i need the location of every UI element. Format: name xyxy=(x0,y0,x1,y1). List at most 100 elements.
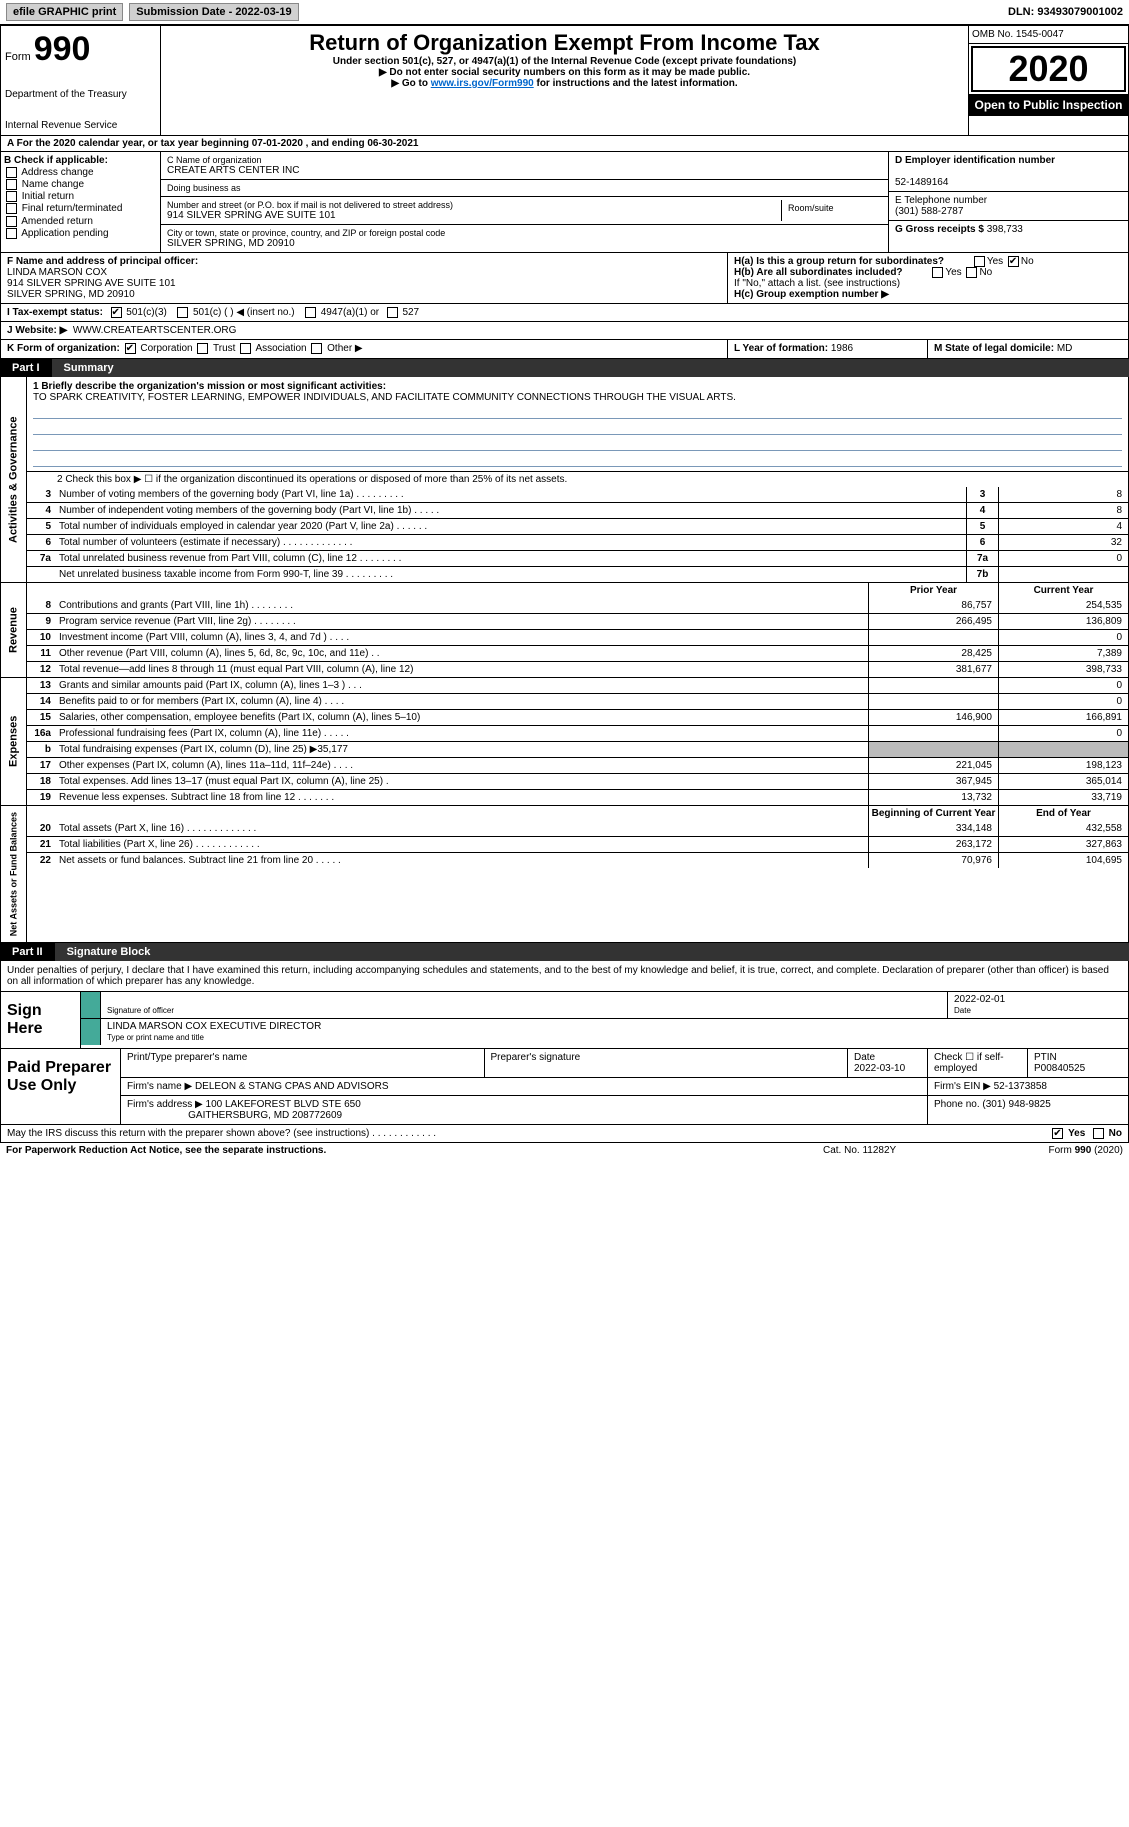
form-number: 990 xyxy=(34,30,91,68)
chk-trust[interactable] xyxy=(197,343,208,354)
goto-note: ▶ Go to www.irs.gov/Form990 for instruct… xyxy=(165,78,964,89)
officer-name: LINDA MARSON COX xyxy=(7,267,107,278)
gross-receipts: 398,733 xyxy=(987,224,1023,235)
summary-line: 14Benefits paid to or for members (Part … xyxy=(27,693,1128,709)
signature-block: Under penalties of perjury, I declare th… xyxy=(0,961,1129,1125)
summary-line: 9Program service revenue (Part VIII, lin… xyxy=(27,613,1128,629)
discuss-row: May the IRS discuss this return with the… xyxy=(0,1125,1129,1143)
summary-line: 11Other revenue (Part VIII, column (A), … xyxy=(27,645,1128,661)
summary-line: 4Number of independent voting members of… xyxy=(27,502,1128,518)
discuss-no[interactable] xyxy=(1093,1128,1104,1139)
dept-irs: Internal Revenue Service xyxy=(5,120,156,131)
summary-line: 3Number of voting members of the governi… xyxy=(27,487,1128,502)
summary-section: Activities & Governance 1 Briefly descri… xyxy=(0,377,1129,583)
summary-line: 17Other expenses (Part IX, column (A), l… xyxy=(27,757,1128,773)
expenses-section: Expenses 13Grants and similar amounts pa… xyxy=(0,678,1129,806)
ptin: P00840525 xyxy=(1034,1063,1085,1074)
mission: 1 Briefly describe the organization's mi… xyxy=(27,377,1128,471)
sign-arrow-icon xyxy=(81,992,101,1018)
chk-other[interactable] xyxy=(311,343,322,354)
summary-line: 22Net assets or fund balances. Subtract … xyxy=(27,852,1128,868)
summary-line: 15Salaries, other compensation, employee… xyxy=(27,709,1128,725)
ein: 52-1489164 xyxy=(895,177,948,188)
state-domicile: MD xyxy=(1057,343,1073,354)
summary-line: 6Total number of volunteers (estimate if… xyxy=(27,534,1128,550)
hb-yes[interactable] xyxy=(932,267,943,278)
summary-line: 8Contributions and grants (Part VIII, li… xyxy=(27,598,1128,613)
firm-ein: 52-1373858 xyxy=(994,1081,1047,1092)
submission-date-button[interactable]: Submission Date - 2022-03-19 xyxy=(129,3,298,21)
row-i: I Tax-exempt status: 501(c)(3) 501(c) ( … xyxy=(0,304,1129,322)
page-footer: For Paperwork Reduction Act Notice, see … xyxy=(0,1143,1129,1158)
officer-typed-name: LINDA MARSON COX EXECUTIVE DIRECTOR xyxy=(107,1021,321,1032)
form-header: Form 990 Department of the Treasury Inte… xyxy=(0,25,1129,136)
year-formation: 1986 xyxy=(831,343,853,354)
block-b-c-d: B Check if applicable: Address change Na… xyxy=(0,152,1129,253)
part-1-header: Part I Summary xyxy=(0,359,1129,377)
revenue-section: Revenue Prior Year Current Year 8Contrib… xyxy=(0,583,1129,678)
summary-line: 5Total number of individuals employed in… xyxy=(27,518,1128,534)
section-b: B Check if applicable: Address change Na… xyxy=(1,152,161,252)
open-inspection: Open to Public Inspection xyxy=(969,94,1128,116)
form-subtitle: Under section 501(c), 527, or 4947(a)(1)… xyxy=(165,56,964,67)
paid-preparer-label: Paid Preparer Use Only xyxy=(1,1049,121,1124)
netassets-section: Net Assets or Fund Balances Beginning of… xyxy=(0,806,1129,943)
firm-address: 100 LAKEFOREST BLVD STE 650 xyxy=(206,1099,361,1110)
firm-name: DELEON & STANG CPAS AND ADVISORS xyxy=(195,1081,389,1092)
hb-no[interactable] xyxy=(966,267,977,278)
part-2-header: Part II Signature Block xyxy=(0,943,1129,961)
dln-label: DLN: 93493079001002 xyxy=(1008,6,1123,18)
summary-line: 10Investment income (Part VIII, column (… xyxy=(27,629,1128,645)
ha-yes[interactable] xyxy=(974,256,985,267)
mission-text: TO SPARK CREATIVITY, FOSTER LEARNING, EM… xyxy=(33,392,736,403)
tab-governance: Activities & Governance xyxy=(1,377,27,582)
efile-print-button[interactable]: efile GRAPHIC print xyxy=(6,3,123,21)
firm-phone: (301) 948-9825 xyxy=(982,1099,1050,1110)
city-state-zip: SILVER SPRING, MD 20910 xyxy=(167,238,882,249)
chk-application-pending[interactable]: Application pending xyxy=(4,228,157,239)
phone: (301) 588-2787 xyxy=(895,206,963,217)
discuss-yes[interactable] xyxy=(1052,1128,1063,1139)
tab-revenue: Revenue xyxy=(1,583,27,677)
summary-line: 12Total revenue—add lines 8 through 11 (… xyxy=(27,661,1128,677)
website: WWW.CREATEARTSCENTER.ORG xyxy=(73,325,237,336)
chk-amended-return[interactable]: Amended return xyxy=(4,216,157,227)
top-bar: efile GRAPHIC print Submission Date - 20… xyxy=(0,0,1129,25)
chk-501c[interactable] xyxy=(177,307,188,318)
type-arrow-icon xyxy=(81,1019,101,1045)
chk-final-return[interactable]: Final return/terminated xyxy=(4,203,157,214)
summary-line: 16aProfessional fundraising fees (Part I… xyxy=(27,725,1128,741)
form-title: Return of Organization Exempt From Incom… xyxy=(165,30,964,56)
tab-netassets: Net Assets or Fund Balances xyxy=(1,806,27,942)
chk-name-change[interactable]: Name change xyxy=(4,179,157,190)
street-address: 914 SILVER SPRING AVE SUITE 101 xyxy=(167,210,781,221)
chk-association[interactable] xyxy=(240,343,251,354)
chk-4947[interactable] xyxy=(305,307,316,318)
row-k-l-m: K Form of organization: Corporation Trus… xyxy=(0,340,1129,358)
omb-number: OMB No. 1545-0047 xyxy=(969,26,1128,44)
dept-treasury: Department of the Treasury xyxy=(5,89,156,100)
chk-corporation[interactable] xyxy=(125,343,136,354)
summary-line: 7aTotal unrelated business revenue from … xyxy=(27,550,1128,566)
summary-line: 19Revenue less expenses. Subtract line 1… xyxy=(27,789,1128,805)
ha-no[interactable] xyxy=(1008,256,1019,267)
summary-line: bTotal fundraising expenses (Part IX, co… xyxy=(27,741,1128,757)
row-j: J Website: ▶ WWW.CREATEARTSCENTER.ORG xyxy=(0,322,1129,340)
summary-line: Net unrelated business taxable income fr… xyxy=(27,566,1128,582)
perjury-declaration: Under penalties of perjury, I declare th… xyxy=(1,961,1128,991)
sign-date: 2022-02-01 xyxy=(954,994,1005,1005)
chk-address-change[interactable]: Address change xyxy=(4,167,157,178)
summary-line: 18Total expenses. Add lines 13–17 (must … xyxy=(27,773,1128,789)
org-name: CREATE ARTS CENTER INC xyxy=(167,165,882,176)
row-f-h: F Name and address of principal officer:… xyxy=(0,253,1129,304)
summary-line: 21Total liabilities (Part X, line 26) . … xyxy=(27,836,1128,852)
row-a: A For the 2020 calendar year, or tax yea… xyxy=(0,136,1129,152)
irs-link[interactable]: www.irs.gov/Form990 xyxy=(431,78,534,89)
chk-initial-return[interactable]: Initial return xyxy=(4,191,157,202)
sign-here-label: Sign Here xyxy=(1,992,81,1048)
chk-501c3[interactable] xyxy=(111,307,122,318)
summary-line: 13Grants and similar amounts paid (Part … xyxy=(27,678,1128,693)
section-d-e-g: D Employer identification number 52-1489… xyxy=(888,152,1128,252)
chk-527[interactable] xyxy=(387,307,398,318)
ssn-note: ▶ Do not enter social security numbers o… xyxy=(165,67,964,78)
